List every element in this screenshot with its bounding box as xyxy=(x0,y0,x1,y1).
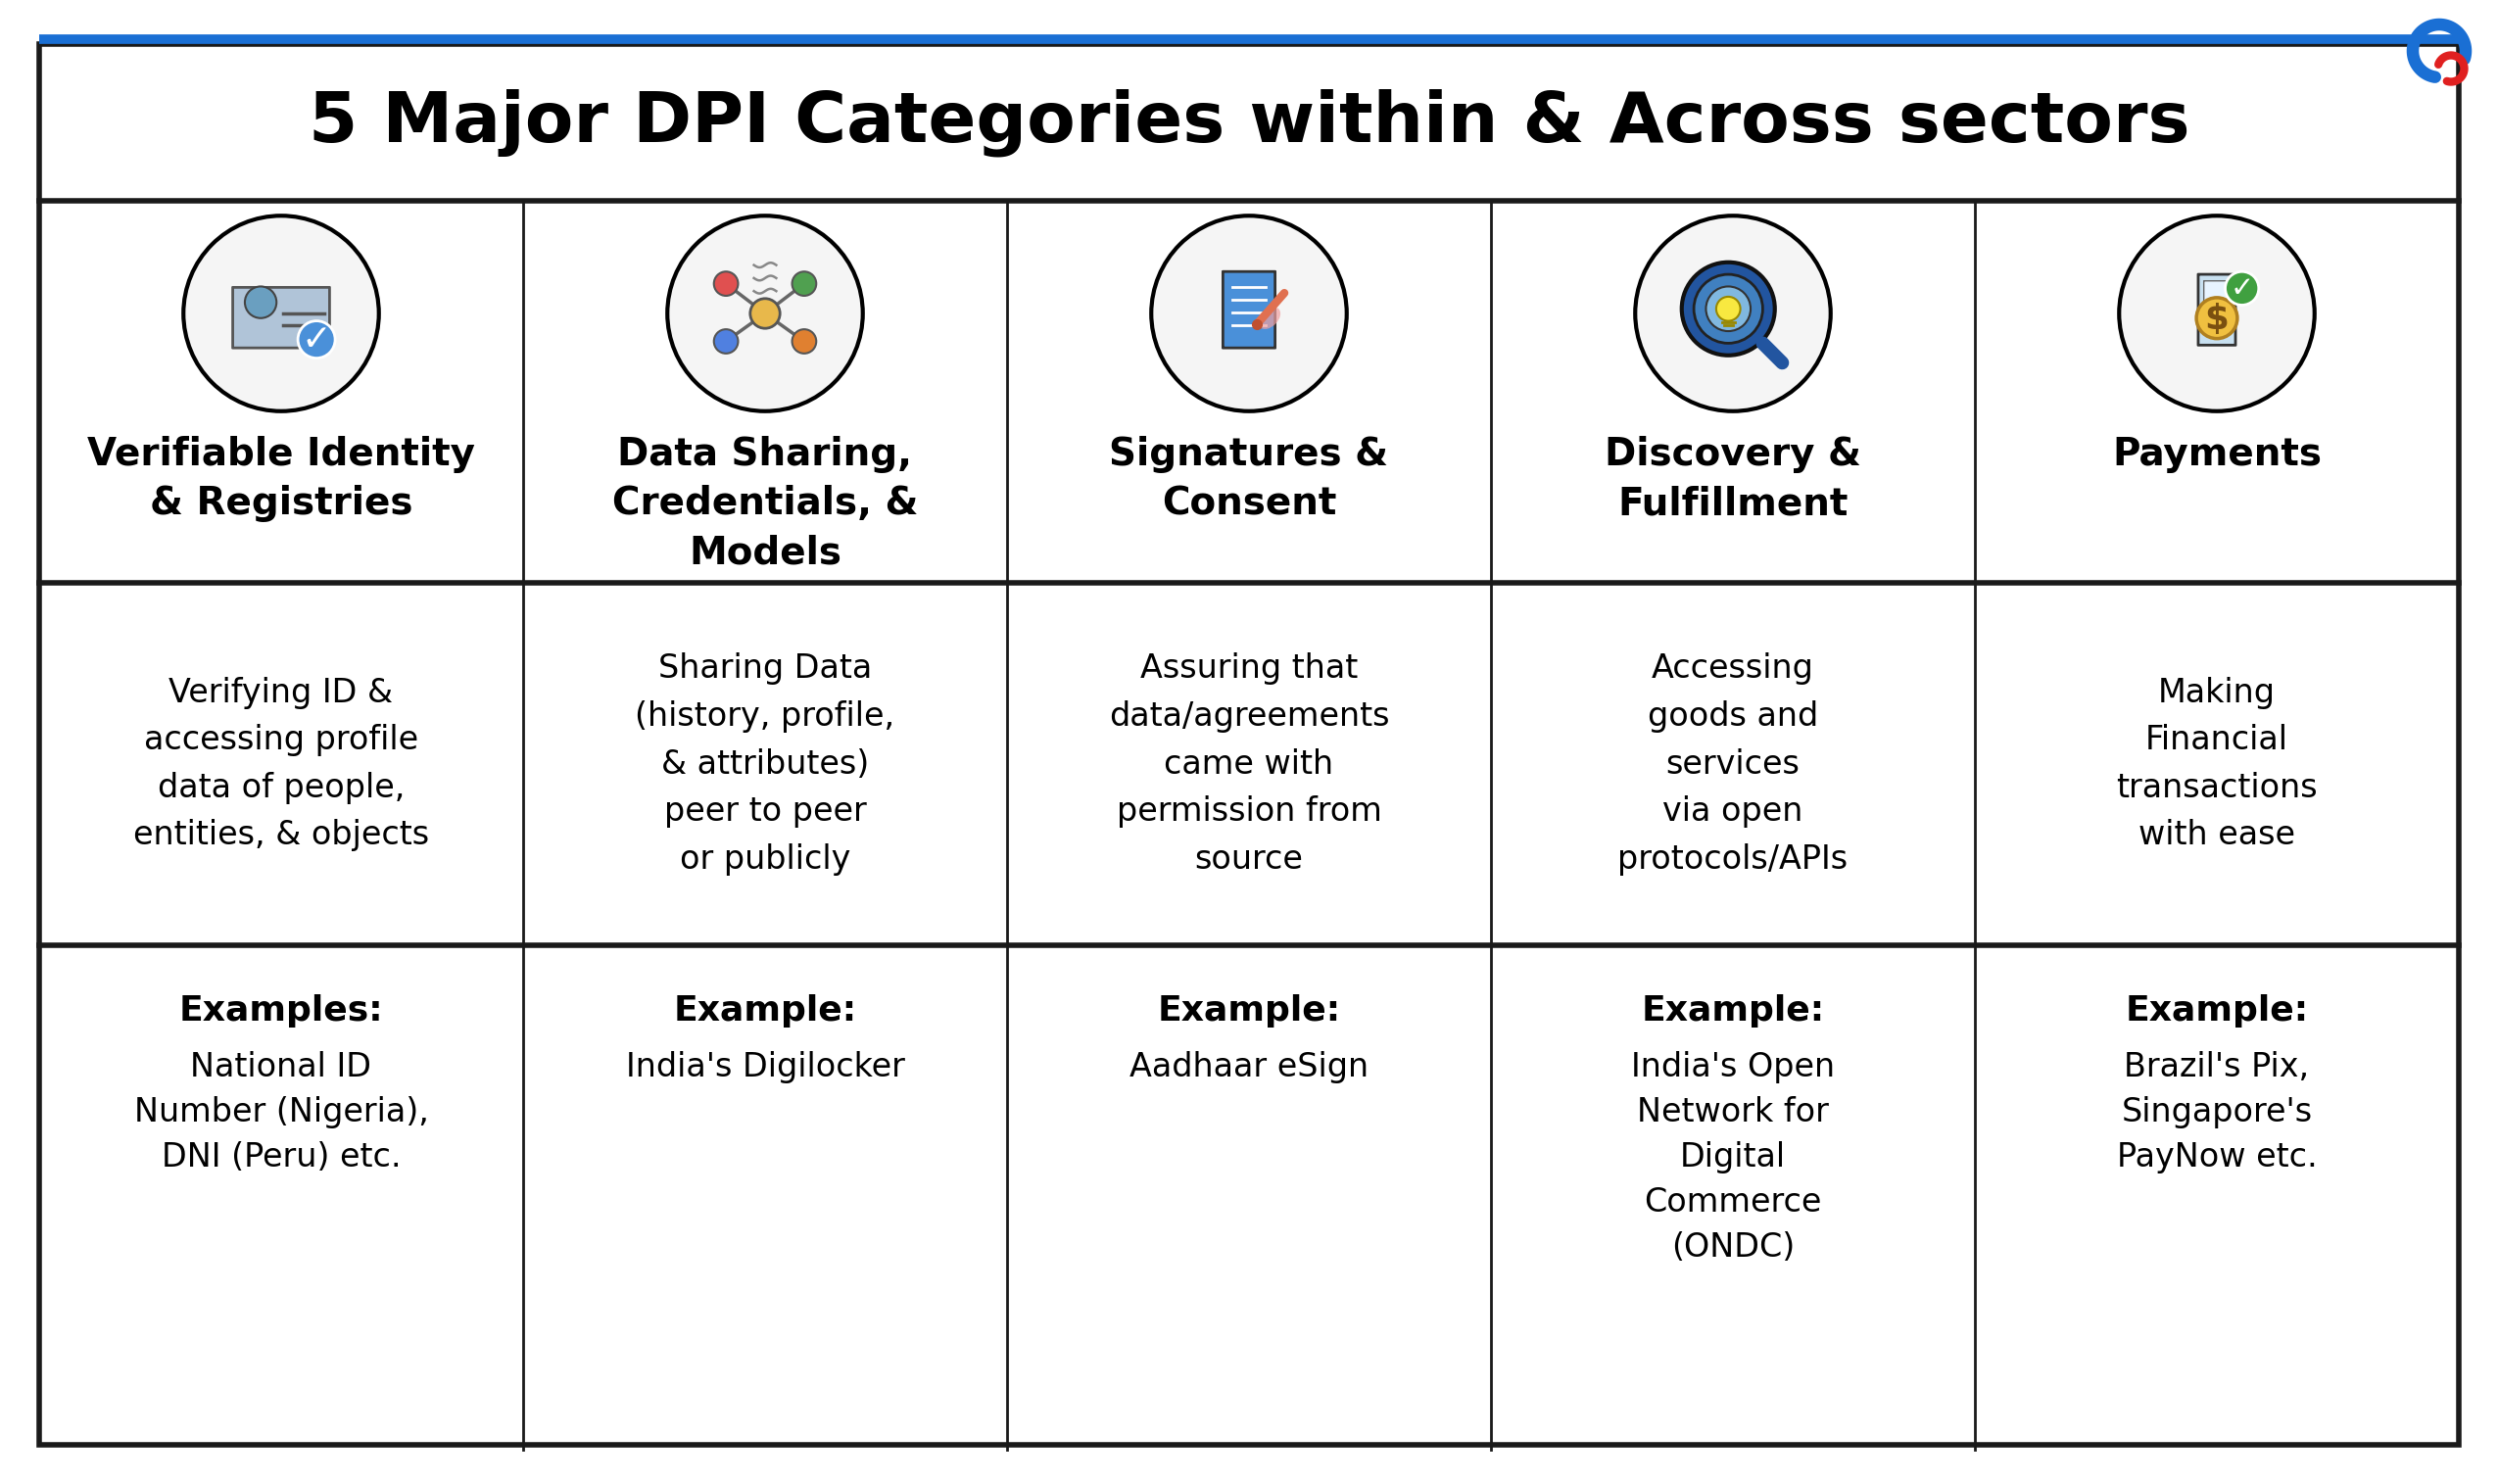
Ellipse shape xyxy=(2118,215,2316,411)
Text: Discovery &
Fulfillment: Discovery & Fulfillment xyxy=(1604,436,1861,522)
Circle shape xyxy=(245,286,277,318)
Text: Making
Financial
transactions
with ease: Making Financial transactions with ease xyxy=(2116,677,2318,852)
Text: ✓: ✓ xyxy=(2231,276,2253,303)
Circle shape xyxy=(2226,272,2258,306)
Text: Example:: Example: xyxy=(1641,994,1824,1027)
Text: India's Open
Network for
Digital
Commerce
(ONDC): India's Open Network for Digital Commerc… xyxy=(1631,1051,1836,1263)
Ellipse shape xyxy=(1152,215,1346,411)
FancyBboxPatch shape xyxy=(2203,280,2231,322)
Text: Example:: Example: xyxy=(674,994,857,1027)
Circle shape xyxy=(714,272,737,295)
Text: Assuring that
data/agreements
came with
permission from
source: Assuring that data/agreements came with … xyxy=(1109,653,1389,876)
Ellipse shape xyxy=(182,215,380,411)
Text: 5 Major DPI Categories within & Across sectors: 5 Major DPI Categories within & Across s… xyxy=(307,89,2191,156)
Circle shape xyxy=(1681,263,1774,355)
Circle shape xyxy=(792,272,817,295)
Text: Signatures &
Consent: Signatures & Consent xyxy=(1109,436,1389,522)
Circle shape xyxy=(297,321,335,358)
Text: Verifiable Identity
& Registries: Verifiable Identity & Registries xyxy=(87,436,475,522)
Circle shape xyxy=(1694,275,1764,343)
Circle shape xyxy=(749,298,779,328)
FancyBboxPatch shape xyxy=(1224,272,1274,347)
Text: Data Sharing,
Credentials, &
Models: Data Sharing, Credentials, & Models xyxy=(612,436,919,571)
Text: National ID
Number (Nigeria),
DNI (Peru) etc.: National ID Number (Nigeria), DNI (Peru)… xyxy=(135,1051,430,1174)
Ellipse shape xyxy=(667,215,862,411)
Circle shape xyxy=(792,329,817,353)
Text: Example:: Example: xyxy=(1157,994,1341,1027)
FancyBboxPatch shape xyxy=(2198,275,2236,346)
Text: Example:: Example: xyxy=(2126,994,2308,1027)
Text: Sharing Data
(history, profile,
& attributes)
peer to peer
or publicly: Sharing Data (history, profile, & attrib… xyxy=(634,653,894,876)
Text: $: $ xyxy=(2206,303,2228,335)
Text: Brazil's Pix,
Singapore's
PayNow etc.: Brazil's Pix, Singapore's PayNow etc. xyxy=(2116,1051,2318,1174)
Text: India's Digilocker: India's Digilocker xyxy=(624,1051,904,1083)
Circle shape xyxy=(714,329,737,353)
Text: Examples:: Examples: xyxy=(180,994,382,1027)
Circle shape xyxy=(1706,286,1751,331)
Text: Payments: Payments xyxy=(2111,436,2321,473)
Text: Aadhaar eSign: Aadhaar eSign xyxy=(1129,1051,1369,1083)
Text: Accessing
goods and
services
via open
protocols/APIs: Accessing goods and services via open pr… xyxy=(1619,653,1849,876)
Circle shape xyxy=(1716,297,1741,321)
Circle shape xyxy=(2196,298,2238,338)
Ellipse shape xyxy=(1259,307,1281,329)
FancyBboxPatch shape xyxy=(232,288,330,347)
Ellipse shape xyxy=(1636,215,1831,411)
Text: Verifying ID &
accessing profile
data of people,
entities, & objects: Verifying ID & accessing profile data of… xyxy=(132,677,430,852)
Text: ✓: ✓ xyxy=(302,322,332,359)
